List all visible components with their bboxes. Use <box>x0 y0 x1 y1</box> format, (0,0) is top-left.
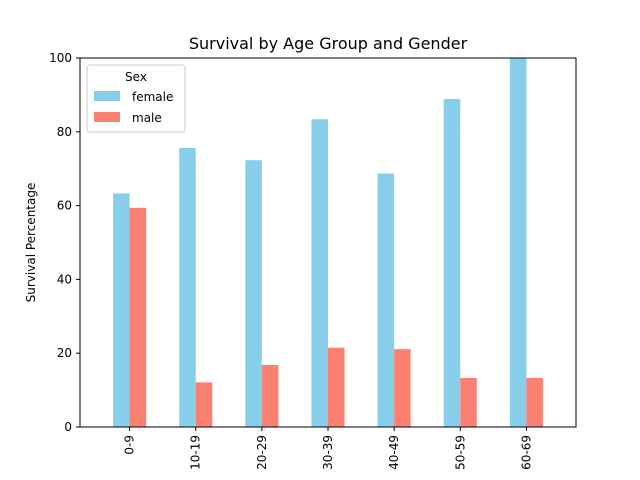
bar-female-10-19 <box>179 148 196 427</box>
x-tick-label-10-19: 10-19 <box>189 435 203 470</box>
x-tick-label-30-39: 30-39 <box>321 435 335 470</box>
legend-title: Sex <box>125 70 147 84</box>
y-tick-label: 40 <box>57 272 72 286</box>
x-tick-label-60-69: 60-69 <box>519 435 533 470</box>
plot-frame <box>79 57 577 428</box>
x-tick-label-20-29: 20-29 <box>255 435 269 470</box>
y-tick-label: 60 <box>57 199 72 213</box>
legend-items: female male <box>94 90 173 125</box>
x-tick-label-0-9: 0-9 <box>123 435 137 455</box>
y-axis-label: Survival Percentage <box>24 183 38 303</box>
x-tick-label-50-59: 50-59 <box>453 435 467 470</box>
legend-swatch-male <box>94 112 120 122</box>
bar-male-30-39 <box>328 347 345 427</box>
y-tick-label: 0 <box>64 420 72 434</box>
legend-label-female: female <box>132 90 173 104</box>
bar-male-50-59 <box>460 377 477 427</box>
chart-title: Survival by Age Group and Gender <box>189 34 468 53</box>
y-tick-label: 20 <box>57 346 72 360</box>
bars-group <box>113 58 543 428</box>
bar-male-60-69 <box>526 377 543 427</box>
bar-female-50-59 <box>443 98 461 428</box>
bar-male-20-29 <box>261 365 279 427</box>
y-axis-ticks: 0 20 40 60 80 100 <box>49 51 80 434</box>
bar-female-30-39 <box>311 119 328 427</box>
x-tick-label-40-49: 40-49 <box>387 435 401 470</box>
bar-male-40-49 <box>394 349 411 427</box>
bar-female-40-49 <box>377 173 395 427</box>
legend-swatch-female <box>94 91 120 101</box>
bar-female-0-9 <box>113 193 130 427</box>
legend: Sex female male <box>86 64 186 133</box>
bar-female-20-29 <box>245 160 262 427</box>
legend-label-male: male <box>132 111 162 125</box>
y-tick-label: 100 <box>49 51 72 65</box>
y-tick-label: 80 <box>57 125 72 139</box>
bar-male-0-9 <box>129 207 147 427</box>
bar-female-60-69 <box>509 58 527 427</box>
bar-male-10-19 <box>195 382 213 427</box>
x-axis-ticks: 0-9 10-19 20-29 30-39 40-49 50-59 60-69 <box>123 427 533 470</box>
